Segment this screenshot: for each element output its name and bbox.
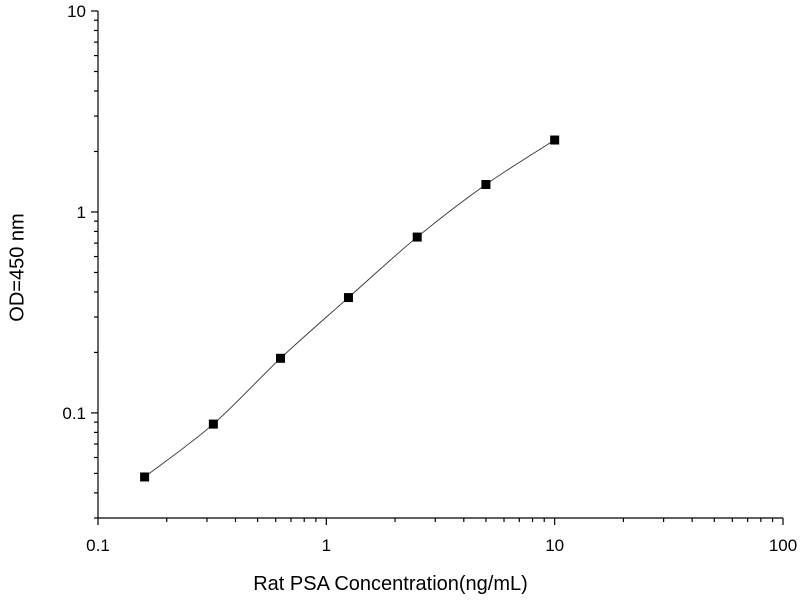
x-tick-label: 100 [769,536,797,555]
x-tick-label: 1 [322,536,331,555]
axes: 0.1 1 10 100 0.1 1 10 [62,2,797,555]
x-tick-label: 10 [545,536,564,555]
series-line [144,139,555,478]
x-axis-title: Rat PSA Concentration(ng/mL) [253,573,528,595]
data-point-marker [343,293,353,303]
x-tick-label: 0.1 [86,536,110,555]
y-axis-title: OD=450 nm [6,213,28,321]
data-point-marker [140,472,150,482]
data-point-marker [208,419,218,429]
data-point-marker [276,353,286,363]
data-point-marker [550,135,560,145]
y-tick-label: 10 [67,2,86,21]
y-tick-label: 1 [77,203,86,222]
data-point-marker [412,232,422,242]
y-tick-label: 0.1 [62,404,86,423]
data-point-marker [481,179,491,189]
series-layer [140,135,560,482]
